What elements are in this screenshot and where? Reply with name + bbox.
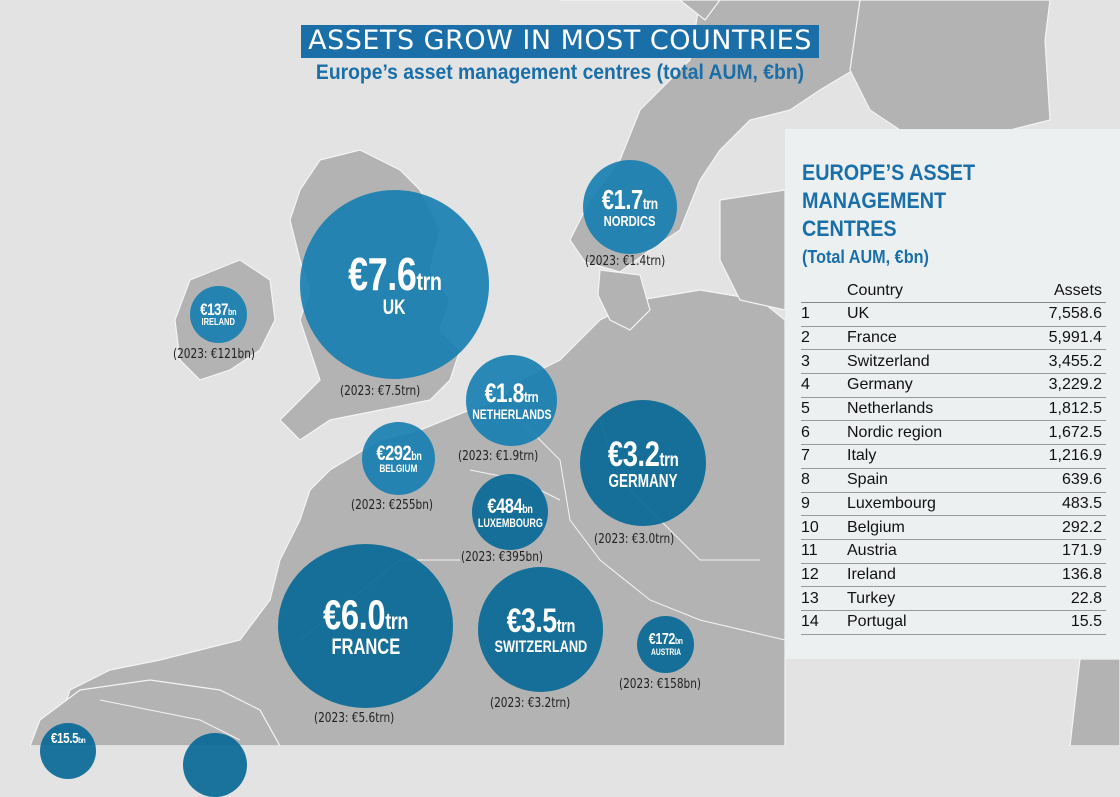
table-row: 10 Belgium 292.2 xyxy=(801,515,1106,540)
bubble-ireland: €137bn IRELAND xyxy=(190,286,247,343)
prev-netherlands: (2023: €1.9trn) xyxy=(458,449,539,464)
table-row: 12 Ireland 136.8 xyxy=(801,563,1106,588)
ranking-table: Country Assets 1 UK 7,558.6 2 France 5,991.4… xyxy=(801,280,1106,635)
bubble-belgium: €292bn BELGIUM xyxy=(362,422,435,495)
prev-uk: (2023: €7.5trn) xyxy=(340,384,421,399)
table-row: 3 Switzerland 3,455.2 xyxy=(801,349,1106,375)
table-row: 4 Germany 3,229.2 xyxy=(801,373,1106,398)
col-rank xyxy=(801,280,847,303)
table-row: 8 Spain 639.6 xyxy=(801,468,1106,493)
table-row: 5 Netherlands 1,812.5 xyxy=(801,397,1106,422)
page-title: ASSETS GROW IN MOST COUNTRIES xyxy=(301,25,819,58)
table-row: 13 Turkey 22.8 xyxy=(801,586,1106,611)
table-row: 2 France 5,991.4 xyxy=(801,326,1106,351)
col-country: Country xyxy=(847,280,1009,303)
title-wrap: ASSETS GROW IN MOST COUNTRIES xyxy=(0,25,1120,58)
prev-france: (2023: €5.6trn) xyxy=(314,711,395,726)
bubble-austria: €172bn AUSTRIA xyxy=(637,616,694,673)
table-row: 1 UK 7,558.6 xyxy=(801,302,1106,327)
table-row: 11 Austria 171.9 xyxy=(801,539,1106,564)
bubble-france: €6.0trn FRANCE xyxy=(278,544,453,708)
table-header: Country Assets xyxy=(801,280,1106,303)
bubble-luxembourg: €484bn LUXEMBOURG xyxy=(472,474,548,550)
table-row: 7 Italy 1,216.9 xyxy=(801,444,1106,469)
bubble-switzerland: €3.5trn SWITZERLAND xyxy=(478,567,603,692)
table-row: 9 Luxembourg 483.5 xyxy=(801,492,1106,517)
bubble-germany: €3.2trn GERMANY xyxy=(580,400,706,526)
ranking-panel: EUROPE’S ASSET MANAGEMENT CENTRES (Total… xyxy=(785,129,1120,659)
prev-luxembourg: (2023: €395bn) xyxy=(461,550,544,565)
table-row: 6 Nordic region 1,672.5 xyxy=(801,420,1106,446)
bubble-uk: €7.6trn UK xyxy=(300,190,489,379)
table-row: 14 Portugal 15.5 xyxy=(801,610,1106,635)
page-subtitle: Europe’s asset management centres (total… xyxy=(315,61,805,84)
prev-nordics: (2023: €1.4trn) xyxy=(585,254,666,269)
prev-austria: (2023: €158bn) xyxy=(619,677,702,692)
panel-subtitle: (Total AUM, €bn) xyxy=(802,247,929,267)
prev-switzerland: (2023: €3.2trn) xyxy=(490,696,571,711)
bubble-spain xyxy=(183,733,247,797)
prev-belgium: (2023: €255bn) xyxy=(351,498,434,513)
col-assets: Assets xyxy=(1008,280,1106,303)
prev-germany: (2023: €3.0trn) xyxy=(594,532,675,547)
prev-ireland: (2023: €121bn) xyxy=(173,347,256,362)
bubble-netherlands: €1.8trn NETHERLANDS xyxy=(466,355,557,446)
panel-title: EUROPE’S ASSET MANAGEMENT CENTRES xyxy=(802,160,976,241)
bubble-nordics: €1.7trn NORDICS xyxy=(583,160,677,254)
bubble-portugal: €15.5bn xyxy=(40,723,96,779)
